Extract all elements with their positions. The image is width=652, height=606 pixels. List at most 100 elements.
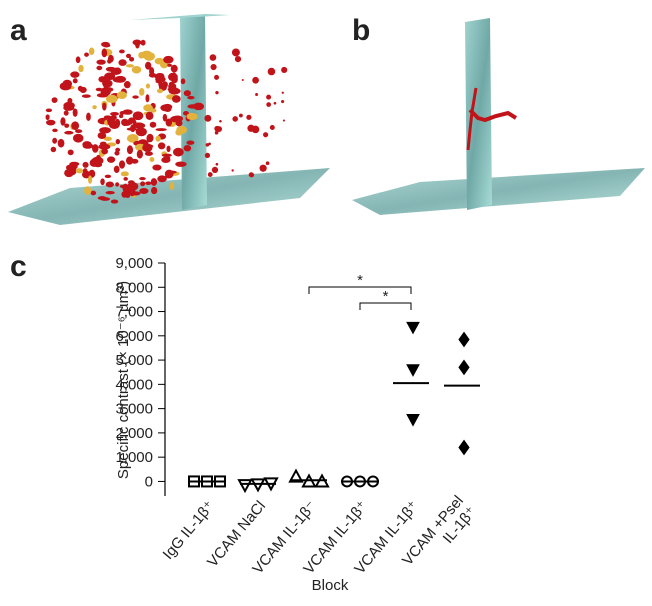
deposit [140,181,146,187]
deposit [231,169,234,172]
deposit [281,66,288,74]
deposit [98,143,111,150]
deposit [207,172,213,177]
y-tick-label: 6,000 [115,328,153,345]
deposit [149,67,155,76]
deposit [114,67,121,73]
deposit [82,141,92,148]
deposit [150,178,158,186]
deposit [246,114,252,120]
deposit [104,72,116,81]
deposit [175,161,187,167]
y-tick-label: 1,000 [115,449,153,466]
deposit [241,78,244,81]
deposit [187,95,195,100]
deposit [105,94,118,103]
deposit [100,197,111,201]
deposit [170,64,178,73]
deposit [214,74,220,80]
deposit [78,64,84,73]
deposit [72,108,78,117]
deposit [82,161,89,168]
deposit [163,55,174,64]
deposit [157,142,166,150]
deposit [232,116,238,122]
deposit [121,118,129,127]
panel-label: b [352,14,370,47]
deposit [234,55,242,63]
deposit [88,47,95,55]
y-tick-label: 9,000 [115,255,153,272]
deposit [168,72,178,82]
deposit [145,111,154,120]
deposit [122,183,129,193]
significance-bracket [308,286,412,294]
deposit [175,119,183,127]
deposit [110,199,119,204]
data-point [237,479,253,494]
data-point [314,473,330,488]
deposit [156,88,163,94]
deposit [162,113,168,122]
data-point [367,475,379,488]
deposit [101,148,108,155]
deposit [182,111,189,116]
deposit [204,114,212,122]
significance-label: * [357,272,363,289]
image-a [8,14,330,225]
deposit [247,124,255,132]
data-point [201,475,213,488]
deposit [96,59,106,65]
deposit [150,186,158,195]
deposit [166,145,171,153]
deposit [129,57,135,62]
deposit [67,149,74,156]
deposit [99,127,111,134]
deposit [45,108,53,113]
deposit [154,166,161,171]
deposit [116,91,127,100]
deposit [183,145,192,152]
deposit [110,67,117,71]
deposit [146,134,151,143]
deposit [132,111,144,121]
deposit [72,78,78,84]
deposit [162,103,173,111]
deposit [252,76,259,84]
deposit [155,135,161,142]
deposit [133,122,146,129]
deposit [131,65,142,74]
deposit [155,80,163,84]
deposit [87,175,93,184]
deposit [115,139,121,145]
deposit [122,109,133,115]
deposit [84,52,89,57]
deposit [51,97,58,103]
deposit [204,152,211,158]
deposit [214,130,219,135]
deposit [132,95,139,99]
deposit [57,138,65,148]
deposit [143,51,155,61]
deposit [107,59,112,64]
deposit [139,177,146,181]
deposit [70,71,80,78]
deposit [281,91,284,94]
deposit [187,104,199,109]
deposit [114,122,119,129]
deposit [119,49,125,54]
deposit [71,121,80,131]
y-tick-label: 0 [145,473,153,490]
deposit [175,129,183,136]
deposit [62,79,73,88]
deposit [125,53,132,59]
deposit [167,63,172,67]
deposit [145,181,152,186]
deposit [139,187,149,194]
deposit [50,146,57,153]
deposit [60,117,66,126]
deposit [231,48,240,57]
deposit [267,67,276,76]
deposit [211,166,219,174]
data-point [250,478,266,493]
